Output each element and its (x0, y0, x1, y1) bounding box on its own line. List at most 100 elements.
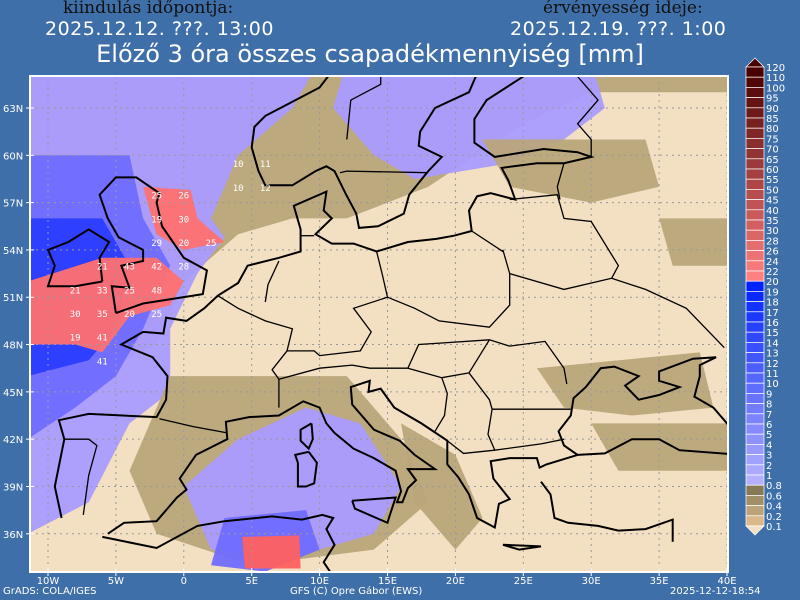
colorbar-swatch (745, 240, 765, 251)
colorbar-label: 60 (766, 165, 779, 176)
precip-value-label: 19 (151, 215, 162, 225)
colorbar-label: 17 (766, 308, 779, 319)
colorbar-label: 35 (766, 216, 779, 227)
footer-credit: GFS (C) Opre Gábor (EWS) (290, 586, 423, 597)
colorbar-top-arrow (745, 57, 765, 68)
colorbar-swatch (745, 219, 765, 231)
lon-tick-label: 5W (108, 576, 124, 587)
lat-tick-label: 36N (3, 530, 23, 541)
lon-tick-label: 5E (245, 576, 258, 587)
country-border (64, 438, 98, 515)
coastline (299, 422, 314, 451)
colorbar-swatch (745, 66, 765, 78)
precip-area (482, 139, 660, 203)
colorbar-swatch (745, 138, 765, 149)
colorbar-swatch (745, 97, 765, 109)
colorbar-label: 12 (766, 359, 779, 370)
precip-value-label: 11 (260, 160, 271, 170)
colorbar-label: 6 (766, 420, 772, 431)
precip-value-label: 10 (233, 184, 244, 194)
country-border (576, 76, 599, 157)
colorbar-swatch (745, 229, 765, 241)
lon-tick-label: 10E (310, 576, 329, 587)
colorbar-swatch (745, 148, 765, 160)
precip-value-label: 48 (151, 286, 162, 296)
colorbar-swatch (745, 189, 765, 200)
country-border (468, 339, 571, 410)
colorbar-label: 4 (766, 440, 772, 451)
colorbar-swatch (745, 250, 765, 262)
colorbar-swatch (745, 403, 765, 415)
country-border (159, 418, 228, 434)
colorbar-label: 2 (766, 461, 772, 472)
lat-tick-label: 57N (3, 199, 23, 210)
country-border (287, 251, 389, 357)
colorbar-label: 85 (766, 114, 779, 125)
colorbar-label: 11 (766, 369, 779, 380)
colorbar-label: 0.1 (766, 522, 782, 533)
colorbar-swatch (745, 495, 765, 506)
coastline (53, 76, 595, 519)
colorbar-label: 7 (766, 410, 772, 421)
colorbar-swatch (745, 87, 765, 98)
colorbar-swatch (745, 199, 765, 211)
footer-grads: GrADS: COLA/IGES (3, 586, 97, 597)
colorbar-swatch (745, 484, 765, 496)
colorbar-swatch (745, 362, 765, 374)
map-title: Előző 3 óra összes csapadékmennyiség [mm… (96, 40, 644, 68)
country-border (387, 230, 511, 328)
colorbar-label: 45 (766, 196, 779, 207)
colorbar-swatch (745, 107, 765, 119)
colorbar-swatch (745, 168, 765, 180)
precip-area (30, 257, 184, 353)
colorbar-swatch (745, 342, 765, 353)
colorbar-label: 40 (766, 206, 779, 217)
colorbar-label: 18 (766, 298, 779, 309)
colorbar-swatch (745, 291, 765, 302)
map-frame (29, 75, 729, 573)
lon-tick-label: 35E (650, 576, 669, 587)
precip-value-label: 25 (206, 239, 217, 249)
lat-tick-label: 45N (3, 388, 23, 399)
coastline (293, 450, 318, 488)
country-border (509, 193, 620, 279)
precip-area (333, 76, 605, 179)
precip-value-label: 30 (178, 215, 189, 225)
colorbar-label: 70 (766, 145, 779, 156)
precip-value-label: 25 (151, 192, 162, 202)
country-border (556, 163, 565, 200)
colorbar-swatch (745, 382, 765, 394)
precip-value-label: 25 (151, 310, 162, 320)
precip-value-label: 21 (97, 263, 108, 273)
init-time: 2025.12.12. ???. 13:00 (45, 18, 274, 40)
lat-tick-label: 42N (3, 435, 23, 446)
colorbar-swatch (745, 311, 765, 323)
colorbar-label: 55 (766, 175, 779, 186)
colorbar-label: 50 (766, 185, 779, 196)
colorbar-label: 9 (766, 389, 772, 400)
colorbar-label: 26 (766, 247, 779, 258)
coastline (351, 496, 398, 525)
colorbar-label: 19 (766, 287, 779, 298)
precip-value-label: 33 (97, 286, 108, 296)
colorbar-swatch (745, 505, 765, 517)
colorbar-label: 1 (766, 471, 772, 482)
lon-tick-label: 0 (181, 576, 187, 587)
country-border (434, 377, 448, 432)
colorbar-swatch (745, 260, 765, 272)
coastline (46, 228, 111, 288)
lat-tick-label: 51N (3, 293, 23, 304)
country-border (264, 260, 280, 303)
colorbar-swatch (745, 515, 765, 527)
precip-value-label: 12 (260, 184, 271, 194)
precip-area (591, 423, 727, 471)
colorbar-label: 24 (766, 257, 779, 268)
colorbar-label: 14 (766, 338, 779, 349)
colorbar-swatch (745, 209, 765, 221)
colorbar-swatch (745, 117, 765, 129)
colorbar-swatch (745, 352, 765, 364)
precip-value-label: 19 (70, 334, 81, 344)
lat-tick-label: 39N (3, 482, 23, 493)
precip-area (401, 423, 483, 550)
precip-value-label: 28 (178, 263, 189, 273)
